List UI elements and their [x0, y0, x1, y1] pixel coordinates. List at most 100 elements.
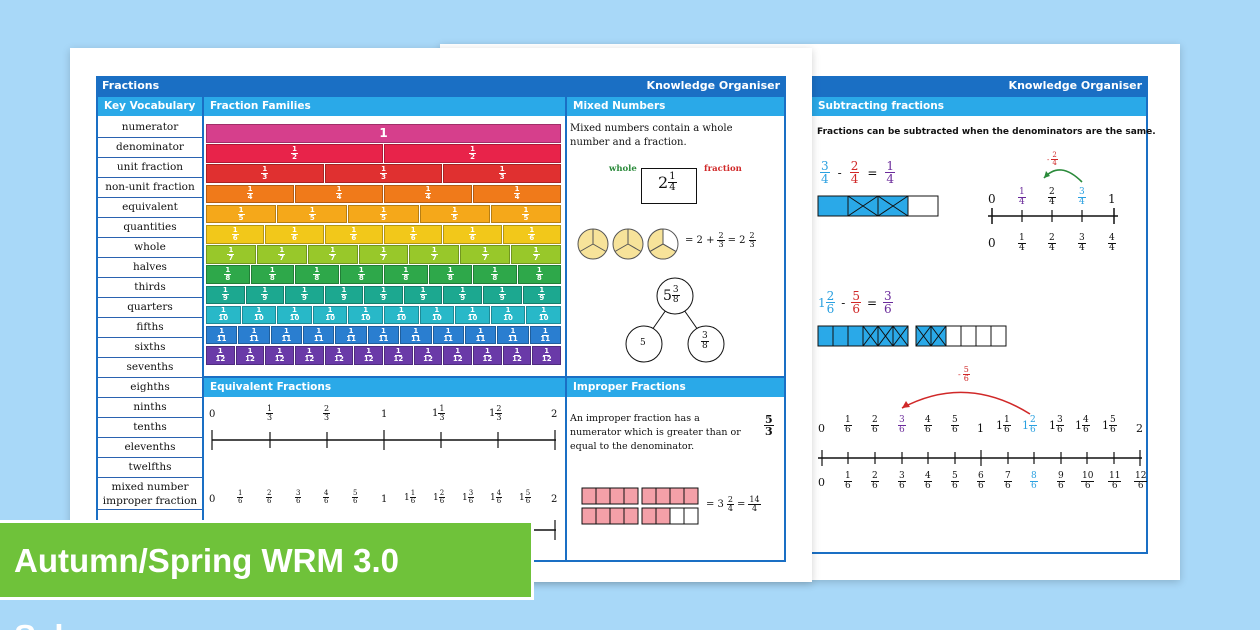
pie-circles [577, 228, 679, 260]
partition-tree [625, 277, 725, 363]
wall-cell: 1 12 [354, 346, 384, 365]
wall-cell: 1 10 [277, 305, 312, 325]
number-line-quarters [988, 169, 1118, 224]
wall-cell: 1 10 [348, 305, 383, 325]
wall-cell: 1 11 [335, 325, 367, 345]
wall-cell: 1 11 [432, 325, 464, 345]
nl1-top-4: 1 [1108, 192, 1116, 206]
wall-cell: 1 12 [473, 346, 502, 365]
wall-cell: 1 11 [270, 325, 303, 345]
wall-cell: 1 [206, 124, 561, 143]
wall-row-11: 1 11 1 11 1 11 1 11 1 11 1 11 1 11 1 11 1 11 1 11 1 11 [206, 325, 562, 345]
wall-cell: 1 10 [206, 305, 241, 325]
front-sheet: Fractions Knowledge Organiser Key Vocabu… [70, 48, 812, 582]
vocab-item: equivalent [98, 198, 202, 218]
vocab-item: sixths [98, 338, 202, 358]
back-header: Knowledge Organiser [810, 76, 1148, 95]
tree-left: 5 [640, 338, 646, 348]
wall-cell: 1 10 [241, 305, 277, 325]
wall-cell: 1 12 [443, 346, 473, 365]
wall-row-12: 1 12 1 12 1 12 1 12 1 12 1 12 1 12 1 12 1 12 1 12 1 12 1 12 [206, 346, 562, 365]
nl1-bottom-0: 0 [988, 236, 996, 250]
vocab-item: ninths [98, 398, 202, 418]
wall-cell: 1 12 [235, 346, 265, 365]
vocab-item: unit fraction [98, 158, 202, 178]
nl1-top-0: 0 [988, 192, 996, 206]
fraction-label: fraction [704, 164, 742, 174]
mixed-text: Mixed numbers contain a whole number and… [570, 123, 733, 148]
vocab-item: tenths [98, 418, 202, 438]
wall-cell: 1 12 [206, 346, 235, 365]
wall-cell: 1 10 [526, 305, 561, 325]
improper-text: An improper fraction has a numerator whi… [570, 413, 741, 452]
wall-cell: 1 12 [265, 346, 295, 365]
vocab-item: fifths [98, 318, 202, 338]
wall-cell: 1 12 [532, 346, 562, 365]
wall-cell: 1 11 [464, 325, 497, 345]
front-header: Fractions Knowledge Organiser [96, 76, 786, 95]
wall-cell: 1 12 [384, 346, 413, 365]
vocab-item: twelfths [98, 458, 202, 478]
wall-cell: 1 10 [383, 305, 419, 325]
bar-model-sixths [817, 325, 1007, 347]
vocab-item: quantities [98, 218, 202, 238]
wall-cell: 1 12 [295, 346, 324, 365]
vocab-item: eighths [98, 378, 202, 398]
vocab-item: halves [98, 258, 202, 278]
scheme-banner: Autumn/Spring WRM 3.0 Scheme [0, 520, 534, 630]
mixed-example-box [641, 168, 697, 204]
bar-model-quarters [817, 195, 939, 217]
vocab-item-mixed-improper: mixed number improper fraction [98, 478, 202, 510]
wall-cell: 1 10 [455, 305, 490, 325]
back-header-title: Knowledge Organiser [1008, 79, 1142, 92]
wall-row-1: 1 [206, 124, 562, 143]
